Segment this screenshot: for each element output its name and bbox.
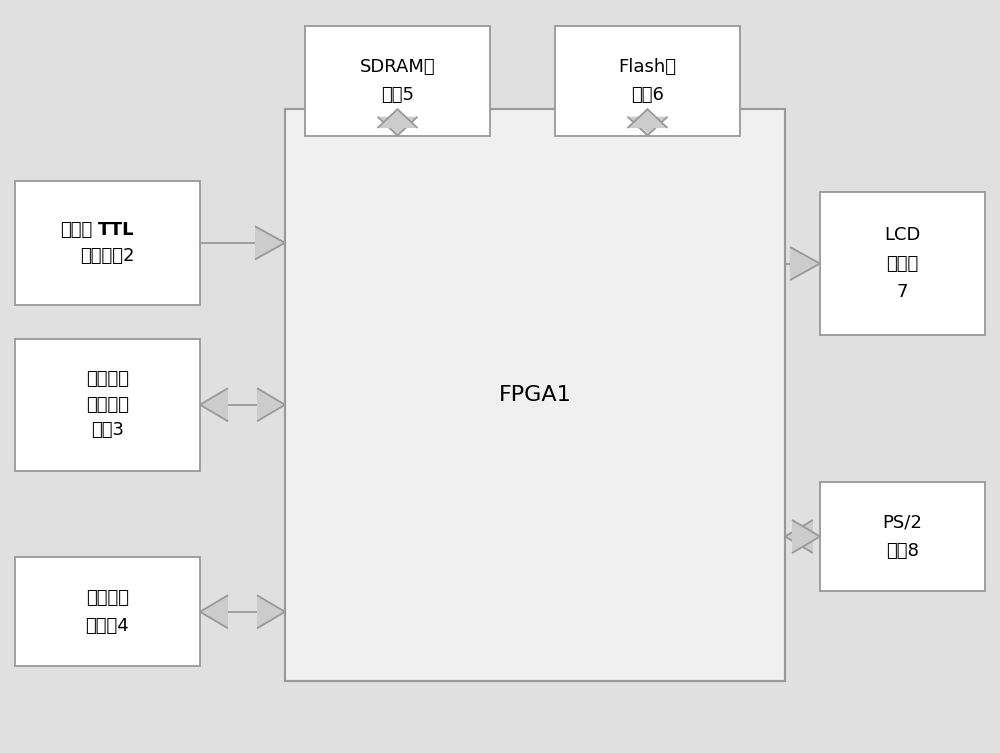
Text: PS/2: PS/2 [883, 514, 922, 531]
Bar [15, 181, 200, 305]
Text: 储器5: 储器5 [381, 87, 414, 104]
Text: 模块3: 模块3 [91, 422, 124, 439]
Text: Flash存: Flash存 [619, 58, 677, 75]
Bar [15, 339, 200, 471]
Text: 口模块4: 口模块4 [86, 617, 129, 635]
Text: 接口模块2: 接口模块2 [80, 247, 135, 264]
Text: 增量式: 增量式 [60, 221, 92, 239]
Bar [305, 26, 490, 136]
Polygon shape [257, 595, 285, 628]
Polygon shape [255, 226, 285, 259]
Text: FPGA1: FPGA1 [499, 386, 571, 405]
Text: 7: 7 [897, 283, 908, 301]
Polygon shape [785, 520, 813, 553]
Text: 接口8: 接口8 [886, 542, 919, 559]
Text: 增量式正: 增量式正 [86, 370, 129, 388]
Text: 绝对式接: 绝对式接 [86, 589, 129, 606]
Bar [820, 192, 985, 335]
Polygon shape [257, 389, 285, 422]
Bar [555, 26, 740, 136]
Bar [820, 482, 985, 591]
Polygon shape [628, 117, 668, 136]
Bar [15, 557, 200, 666]
Bar [285, 109, 785, 681]
Polygon shape [377, 109, 418, 128]
Polygon shape [628, 109, 668, 128]
Polygon shape [200, 595, 228, 628]
Text: 储器6: 储器6 [631, 87, 664, 104]
Polygon shape [377, 117, 418, 136]
Text: 显示屏: 显示屏 [886, 255, 919, 273]
Text: 余弦接口: 余弦接口 [86, 396, 129, 413]
Text: LCD: LCD [884, 226, 921, 244]
Polygon shape [792, 520, 820, 553]
Text: SDRAM存: SDRAM存 [360, 58, 435, 75]
Polygon shape [790, 247, 820, 280]
Text: TTL: TTL [98, 221, 134, 239]
Polygon shape [200, 389, 228, 422]
